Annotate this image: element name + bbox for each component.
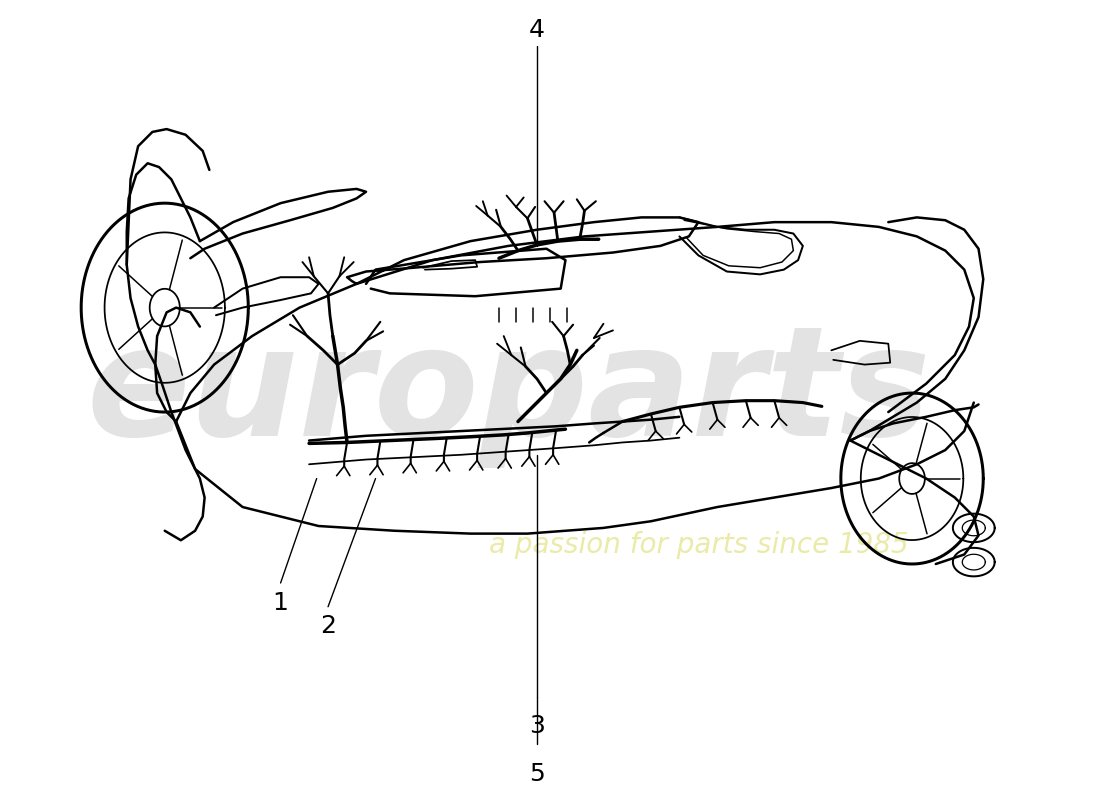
Text: 5: 5: [529, 762, 544, 786]
Text: europarts: europarts: [86, 318, 931, 467]
Text: a passion for parts since 1985: a passion for parts since 1985: [488, 531, 909, 559]
Text: 3: 3: [529, 714, 544, 738]
Text: 1: 1: [273, 590, 288, 614]
Text: 2: 2: [320, 614, 337, 638]
Text: 4: 4: [529, 18, 544, 42]
